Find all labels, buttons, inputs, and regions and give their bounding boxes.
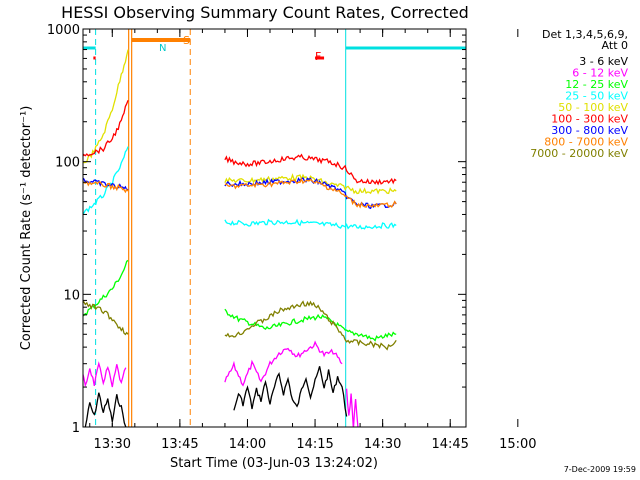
series-line [83, 180, 129, 194]
series-3-6keV [84, 366, 348, 427]
series-7000-20000keV [83, 300, 397, 351]
series-line [84, 392, 127, 427]
series-line [83, 361, 127, 388]
legend-entry: 3 - 6 keV [579, 55, 628, 68]
series-line [233, 366, 348, 417]
legend-entry: 25 - 50 keV [565, 90, 628, 103]
series-line [224, 173, 397, 195]
x-tick-label: 14:00 [229, 437, 266, 452]
x-axis-label: Start Time (03-Jun-03 13:24:02) [170, 456, 378, 471]
x-tick-label: 14:15 [296, 437, 333, 452]
data-series [83, 49, 397, 427]
series-line [83, 259, 129, 317]
chart-title: HESSI Observing Summary Count Rates, Cor… [61, 3, 469, 22]
series-6-12keV [83, 340, 359, 427]
series-25-50keV [83, 146, 397, 230]
series-line [224, 300, 397, 351]
x-tick-label: 13:45 [161, 437, 198, 452]
x-tick-label: 13:30 [94, 437, 131, 452]
legend-entry: 300 - 800 keV [551, 124, 628, 137]
series-line [224, 308, 397, 342]
series-line [224, 177, 397, 209]
legend-header: Det 1,3,4,5,6,9, [542, 28, 628, 41]
series-100-300keV [83, 100, 397, 186]
plot-frame [82, 28, 467, 428]
y-tick-label: 100 [55, 156, 80, 171]
series-line [83, 300, 129, 336]
legend-header: Att 0 [602, 39, 628, 52]
timestamp: 7-Dec-2009 19:59 [564, 465, 636, 474]
x-tick-label: 14:45 [431, 437, 468, 452]
series-line [224, 218, 397, 230]
series-12-25keV [83, 259, 397, 342]
series-50-100keV [83, 49, 397, 195]
y-axis-label: Corrected Count Rate (s⁻¹ detector⁻¹) [19, 106, 34, 351]
series-800-7000keV [83, 177, 397, 209]
legend-entry: 12 - 25 keV [565, 78, 628, 91]
y-tick-label: 10 [63, 288, 80, 303]
x-axis: 13:30 13:45 14:00 14:15 14:30 14:45 15:00 [89, 29, 537, 452]
series-line [83, 177, 129, 191]
series-line [224, 153, 397, 186]
x-tick-label: 15:00 [499, 437, 536, 452]
series-line [83, 49, 129, 164]
saa-label: S [183, 34, 190, 47]
y-axis: 1 10 100 1000 [47, 23, 466, 436]
y-tick-label: 1000 [47, 23, 80, 38]
series-line [224, 340, 343, 387]
series-line [83, 146, 129, 216]
night-label: N [159, 43, 166, 54]
x-tick-label: 14:30 [364, 437, 401, 452]
legend-entry: 800 - 7000 keV [544, 136, 628, 149]
legend-entry: 50 - 100 keV [558, 101, 628, 114]
legend-entry: 100 - 300 keV [551, 113, 628, 126]
series-line [83, 100, 129, 158]
interval-markers [83, 29, 466, 427]
legend-entry: 7000 - 20000 keV [530, 147, 628, 160]
y-tick-label: 1 [72, 421, 80, 436]
flare-label: F [315, 50, 321, 63]
series-line [345, 388, 359, 427]
legend-entry: 6 - 12 keV [572, 67, 628, 80]
